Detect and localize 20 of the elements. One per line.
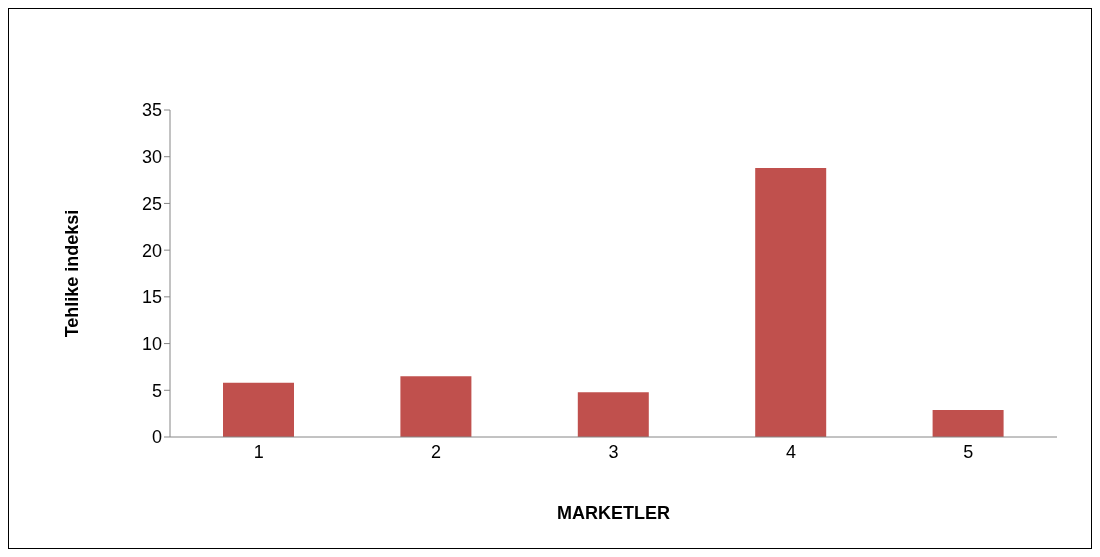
x-tick-label: 3	[608, 441, 619, 462]
y-tick-label: 15	[141, 287, 162, 308]
x-tick-label: 4	[785, 441, 796, 462]
y-tick-label: 10	[141, 333, 162, 354]
y-tick-label: 0	[151, 427, 162, 448]
y-tick-label: 30	[141, 147, 162, 168]
y-tick-label: 5	[151, 380, 162, 401]
x-tick-label: 1	[253, 441, 264, 462]
bar	[932, 409, 1004, 437]
x-tick-label: 2	[431, 441, 442, 462]
x-tick-label: 5	[963, 441, 974, 462]
bar	[400, 376, 472, 437]
y-tick-label: 25	[141, 193, 162, 214]
x-axis-title: MARKETLER	[557, 503, 670, 523]
bar	[755, 167, 827, 437]
y-axis-title: Tehlike indeksi	[62, 209, 83, 338]
y-tick-label: 35	[141, 100, 162, 121]
bar	[223, 382, 294, 437]
y-tick-label: 20	[141, 240, 162, 261]
bar	[577, 392, 649, 437]
